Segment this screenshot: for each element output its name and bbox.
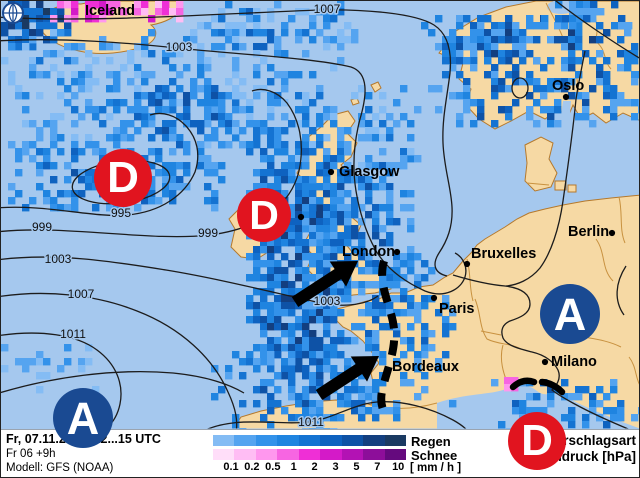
isobar-label: 1011 [60,327,86,341]
rain-scale-segment [234,435,256,446]
isobar-label: 995 [111,206,131,220]
city-label: Milano [551,354,597,370]
precipitation-layer [1,1,639,429]
front-segment [509,377,538,391]
city-labels-layer: Iceland Glasgow London Oslo Berlin Bruxelles P… [85,3,616,378]
high-pressure-marker: A [540,284,600,344]
city-dot [327,168,335,176]
scale-tick-label: 0.1 [223,461,239,473]
scale-tick-label: 2 [311,461,318,473]
snow-scale-segment [320,449,342,460]
isobar-layer [1,1,639,429]
scale-ticks: 0.1 0.2 0.5 1 2 3 5 7 10 [213,461,413,475]
city-dot [541,358,549,366]
rain-scale-segment [277,435,299,446]
city-dot [463,260,471,268]
scale-tick-label: 10 [392,461,405,473]
city-label: Glasgow [339,164,400,180]
model-name: Modell: GFS (NOAA) [6,462,114,474]
rain-scale-segment [213,435,235,446]
isobar-label: 999 [198,226,218,240]
rain-scale-segment [363,435,385,446]
isobar-label: 1003 [166,40,193,54]
rain-scale-segment [298,435,321,446]
denmark-landmass [524,136,558,192]
city-label: Paris [439,301,474,317]
snow-scale-segment [213,449,235,460]
snow-scale-segment [298,449,321,460]
isobar-label: 1011 [298,415,324,429]
scale-tick-label: 0.2 [244,461,260,473]
danish-island [567,184,577,193]
movement-arrows-layer [291,261,379,401]
forecast-step: Fr 06 +9h [6,448,56,460]
isobar-label: 999 [32,220,52,234]
city-label: London [342,244,395,260]
rain-label: Regen [411,434,451,449]
isobar-label: 1007 [68,287,95,301]
front-segment [538,378,566,396]
snow-scale-segment [341,449,364,460]
movement-arrow-head [350,356,379,382]
snow-label: Schnee [411,448,458,463]
city-label: Iceland [85,3,135,19]
front-layer [377,259,566,418]
scale-tick-label: 7 [374,461,381,473]
unit-label: [ mm / h ] [410,462,462,474]
high-pressure-marker: A [53,388,113,448]
cold-front-dashed-line [377,259,399,418]
danish-island [554,180,567,191]
snow-scale-segment [255,449,278,460]
low-pressure-marker: D [94,149,152,207]
rain-scale-segment [341,435,364,446]
rain-scale-segment [320,435,342,446]
snow-scale-segment [277,449,299,460]
city-dot [608,229,616,237]
city-dot [393,248,401,256]
scale-tick-label: 5 [353,461,360,473]
isobar-label: 1003 [45,252,72,266]
rain-scale-segment [255,435,278,446]
city-dot [383,370,391,378]
rain-scale-segment [384,435,406,446]
movement-arrow-shaft [315,361,366,401]
oslofjord [560,101,571,127]
snow-scale-segment [363,449,385,460]
isobar-label: 1003 [314,294,341,308]
city-label: Oslo [552,78,584,94]
globe-logo-icon [2,2,24,24]
city-label: Bordeaux [392,359,459,375]
movement-arrow-shaft [291,266,345,308]
city-label: Berlin [568,224,609,240]
shetland-island [370,81,382,93]
snow-scale-segment [234,449,256,460]
low-pressure-marker: D [508,412,566,470]
city-label: Bruxelles [471,246,536,262]
snow-color-scale [213,449,406,460]
isobar-label: 1007 [314,2,341,16]
scale-tick-label: 0.5 [265,461,281,473]
low-pressure-marker: D [237,188,291,242]
movement-arrow-head [329,261,358,287]
snow-scale-segment [384,449,406,460]
city-dot [430,294,438,302]
city-dot [297,213,305,221]
rain-color-scale [213,435,406,446]
scale-tick-label: 1 [290,461,297,473]
city-dot [562,93,570,101]
scale-tick-label: 3 [332,461,339,473]
isobar-labels-layer: 1007 1003 995 999 999 1003 1007 1011 1003 1011 [30,1,342,429]
